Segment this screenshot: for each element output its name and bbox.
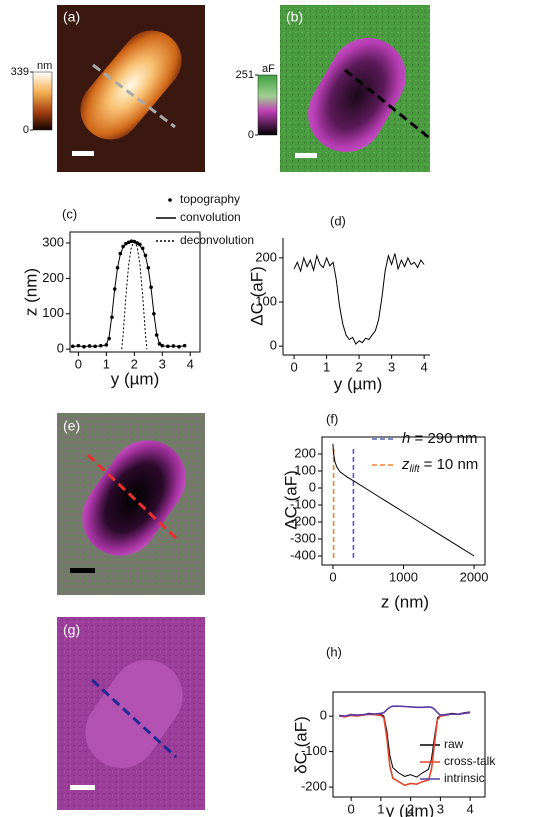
y-tick-label: 100 (42, 305, 64, 320)
data-line (122, 242, 147, 349)
panel-label: (d) (330, 213, 346, 228)
image-e (57, 413, 205, 595)
x-tick-label: 1 (377, 801, 384, 816)
x-tick-label: 0 (290, 359, 297, 374)
figure: (a)0339nm(b)0251aF(e)(g)012340100200300(… (0, 0, 535, 817)
y-tick-label: -400 (290, 547, 316, 562)
x-tick-label: 0 (348, 801, 355, 816)
x-axis-label: z (nm) (381, 592, 429, 611)
y-tick-label: 0 (320, 708, 327, 723)
colorbar-tick-label: 0 (248, 129, 254, 141)
y-tick-label: 0 (57, 341, 64, 356)
y-tick-label: 200 (255, 249, 277, 264)
legend-label: raw (444, 737, 464, 751)
marker-text: = 290 nm (410, 430, 477, 447)
x-tick-label: 1 (103, 356, 110, 371)
panel-label: (f) (326, 411, 338, 426)
plot-frame (70, 232, 200, 352)
x-tick-label: 1 (323, 359, 330, 374)
x-tick-label: 3 (388, 359, 395, 374)
x-tick-label: 4 (187, 356, 194, 371)
panel-label: (c) (62, 206, 77, 221)
y-tick-label: 0 (309, 479, 316, 494)
x-tick-label: 1000 (389, 569, 418, 584)
colorbar-unit: nm (37, 60, 52, 72)
legend-label: deconvolution (180, 233, 254, 247)
panel-label: (a) (63, 9, 80, 25)
colorbar-unit: aF (262, 63, 275, 75)
y-tick-label: 300 (42, 234, 64, 249)
marker-symbol: h (402, 430, 410, 447)
image-g (57, 617, 205, 810)
data-line (294, 254, 424, 345)
x-tick-label: 2000 (460, 569, 489, 584)
data-point (183, 344, 187, 348)
image-b (258, 5, 432, 172)
marker-label: zlift = 10 nm (401, 456, 478, 475)
y-axis-label: ΔC (aF) (247, 266, 266, 326)
panel-label: (e) (63, 418, 80, 434)
y-tick-label: 200 (294, 445, 316, 460)
x-tick-label: 3 (437, 801, 444, 816)
legend-label: topography (180, 192, 240, 206)
data-line (339, 706, 470, 716)
x-tick-label: 0 (329, 569, 336, 584)
y-axis-label: z (nm) (21, 268, 40, 316)
y-axis-label: δC (aF) (291, 716, 310, 774)
y-tick-label: 200 (42, 270, 64, 285)
x-axis-label: y (µm) (111, 369, 160, 388)
panel-label: (b) (286, 9, 303, 25)
x-tick-label: 4 (467, 801, 474, 816)
data-line (73, 242, 185, 346)
colorbar-tick-label: 339 (11, 66, 29, 78)
x-tick-label: 4 (421, 359, 428, 374)
marker-label: h = 290 nm (402, 430, 477, 447)
legend-label: convolution (180, 210, 241, 224)
y-tick-label: -200 (301, 779, 327, 794)
y-axis-label: ΔC (aF) (281, 470, 300, 530)
marker-text: = 10 nm (420, 456, 479, 473)
legend-label: cross-talk (444, 754, 496, 768)
y-tick-label: -300 (290, 530, 316, 545)
legend-sample (168, 198, 172, 202)
x-axis-label: y (µm) (334, 374, 383, 393)
panel-label: (g) (63, 622, 80, 638)
legend-label: intrinsic (444, 771, 485, 785)
panel-label: (h) (326, 644, 342, 659)
y-tick-label: 0 (270, 338, 277, 353)
image-a (33, 5, 205, 172)
x-tick-label: 2 (355, 359, 362, 374)
x-tick-label: 3 (159, 356, 166, 371)
x-axis-label: y (µm) (386, 801, 435, 817)
x-tick-label: 0 (75, 356, 82, 371)
colorbar-tick-label: 0 (23, 124, 29, 136)
colorbar-tick-label: 251 (236, 69, 254, 81)
data-point (77, 344, 81, 348)
